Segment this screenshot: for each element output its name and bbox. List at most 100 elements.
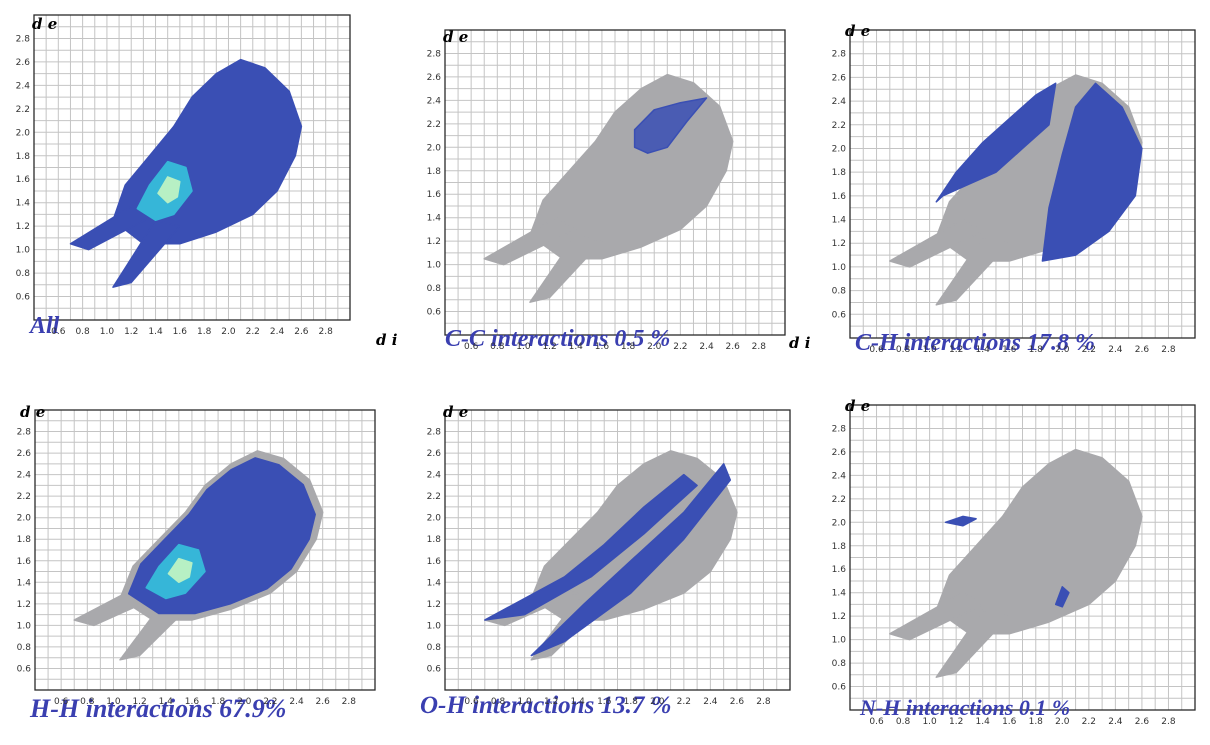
x-tick-label: 0.6: [869, 717, 884, 727]
y-tick-label: 2.6: [17, 449, 32, 459]
caption-c-h: C-H interactions 17.8 %: [855, 330, 1095, 356]
y-tick-label: 0.8: [427, 284, 442, 294]
x-tick-label: 1.8: [211, 697, 226, 707]
caption-c-c: C-C interactions 0.5 %: [445, 326, 670, 352]
x-tick-label: 2.8: [1161, 717, 1176, 727]
y-tick-label: 0.6: [832, 683, 847, 693]
ylabel-de: d e: [20, 403, 45, 421]
y-tick-label: 2.6: [427, 73, 442, 83]
region-spikeB: [935, 236, 1010, 306]
plot-frame: [444, 409, 791, 691]
caption-n-h: N-H interactions 0.1 %: [859, 695, 1070, 720]
x-tick-label: 0.8: [896, 345, 911, 355]
x-tick-label: 0.8: [80, 697, 95, 707]
plot-svg: d e d i All 0.6 0.8 1.0 1.2 1.4 1.6 1.8 2.0 2.2 2…: [16, 14, 398, 349]
y-tick-label: 1.6: [427, 190, 442, 200]
x-tick-label: 2.6: [730, 697, 745, 707]
y-tick-label: 0.6: [427, 308, 442, 318]
y-tick-label: 0.8: [832, 287, 847, 297]
region-spikeA: [483, 216, 577, 266]
plot-svg: d e d i C-C interactions 0.5 % 0.6 0.8 1.0…: [427, 28, 811, 352]
x-tick-label: 1.0: [517, 697, 532, 707]
y-tick-label: 1.6: [16, 175, 31, 185]
x-tick-label: 2.2: [246, 327, 260, 337]
y-tick-label: 2.4: [427, 471, 442, 481]
y-tick-label: 2.2: [427, 492, 441, 502]
region-core: [167, 557, 193, 584]
region-chLeft: [935, 82, 1057, 203]
x-tick-label: 1.2: [544, 697, 558, 707]
x-tick-label: 2.4: [1108, 717, 1123, 727]
y-tick-label: 1.2: [427, 237, 441, 247]
x-tick-label: 1.6: [1002, 717, 1017, 727]
y-tick-label: 1.2: [16, 222, 30, 232]
x-tick-label: 0.8: [896, 717, 911, 727]
plot-frame: [33, 14, 351, 321]
x-tick-label: 2.4: [270, 327, 285, 337]
y-tick-label: 2.2: [427, 120, 441, 130]
y-tick-label: 1.0: [832, 263, 847, 273]
region-nh2: [1054, 586, 1070, 608]
y-tick-label: 1.8: [427, 167, 442, 177]
region-chRight: [1041, 82, 1143, 262]
y-tick-label: 1.4: [832, 589, 847, 599]
y-tick-label: 1.8: [832, 542, 847, 552]
x-tick-label: 2.2: [677, 697, 691, 707]
plot-frame: [849, 404, 1196, 711]
x-tick-label: 1.0: [922, 345, 937, 355]
y-tick-label: 2.8: [17, 428, 32, 438]
region-core: [157, 176, 181, 204]
fingerprint-plot-c-c: d e d i C-C interactions 0.5 % 0.6 0.8 1.0…: [415, 20, 811, 360]
x-tick-label: 1.4: [148, 327, 163, 337]
x-tick-label: 0.6: [464, 697, 479, 707]
x-tick-label: 2.0: [1055, 717, 1070, 727]
x-tick-label: 2.4: [699, 342, 714, 352]
xlabel-di: d i: [376, 331, 398, 349]
y-tick-label: 2.2: [16, 105, 30, 115]
x-tick-label: 1.6: [1002, 345, 1017, 355]
y-tick-label: 2.0: [17, 514, 32, 524]
y-tick-label: 0.6: [16, 293, 31, 303]
y-tick-label: 2.2: [832, 121, 846, 131]
x-tick-label: 2.2: [673, 342, 687, 352]
x-tick-label: 1.8: [1029, 345, 1044, 355]
y-tick-label: 2.4: [427, 96, 442, 106]
x-tick-label: 1.2: [949, 345, 963, 355]
y-tick-label: 2.8: [427, 49, 442, 59]
plot-svg: d e C-H interactions 17.8 % 0.6 0.8 1.0 1.2…: [832, 22, 1196, 356]
ylabel-de: d e: [443, 403, 468, 421]
y-tick-label: 1.4: [427, 578, 442, 588]
x-tick-label: 2.6: [726, 342, 741, 352]
fingerprint-plot-n-h: d e N-H interactions 0.1 % 0.6 0.8 1.0 1.2 1…: [830, 395, 1210, 735]
y-tick-label: 0.8: [832, 659, 847, 669]
y-tick-label: 1.4: [16, 199, 31, 209]
caption-all: All: [28, 313, 60, 339]
y-tick-label: 2.0: [16, 128, 31, 138]
x-tick-label: 1.6: [173, 327, 188, 337]
x-tick-label: 1.0: [922, 717, 937, 727]
x-tick-label: 2.4: [1108, 345, 1123, 355]
y-tick-label: 1.0: [17, 621, 32, 631]
x-tick-label: 2.6: [316, 697, 331, 707]
x-tick-label: 1.8: [624, 697, 639, 707]
region-spikeB: [935, 609, 1010, 678]
caption-h-h: H-H interactions 67.9%: [29, 694, 286, 723]
x-tick-label: 2.2: [1082, 345, 1096, 355]
y-tick-label: 2.4: [832, 471, 847, 481]
y-tick-label: 1.6: [832, 565, 847, 575]
y-tick-label: 2.6: [832, 448, 847, 458]
ylabel-de: d e: [845, 22, 870, 40]
plot-frame: [34, 409, 376, 691]
y-tick-label: 1.4: [427, 214, 442, 224]
y-tick-label: 1.2: [832, 612, 846, 622]
y-tick-label: 0.6: [17, 664, 32, 674]
x-tick-label: 2.0: [647, 342, 662, 352]
x-tick-label: 1.8: [197, 327, 212, 337]
y-tick-label: 1.8: [17, 535, 32, 545]
x-tick-label: 0.8: [490, 342, 505, 352]
region-spikeB: [529, 234, 603, 303]
y-tick-label: 2.0: [832, 144, 847, 154]
y-tick-label: 1.8: [427, 535, 442, 545]
plot-svg: d e N-H interactions 0.1 % 0.6 0.8 1.0 1.2 1…: [832, 397, 1196, 727]
fingerprint-plot-h-h: d e H-H interactions 67.9% 0.6 0.8 1.0 1.2 1…: [0, 395, 380, 735]
